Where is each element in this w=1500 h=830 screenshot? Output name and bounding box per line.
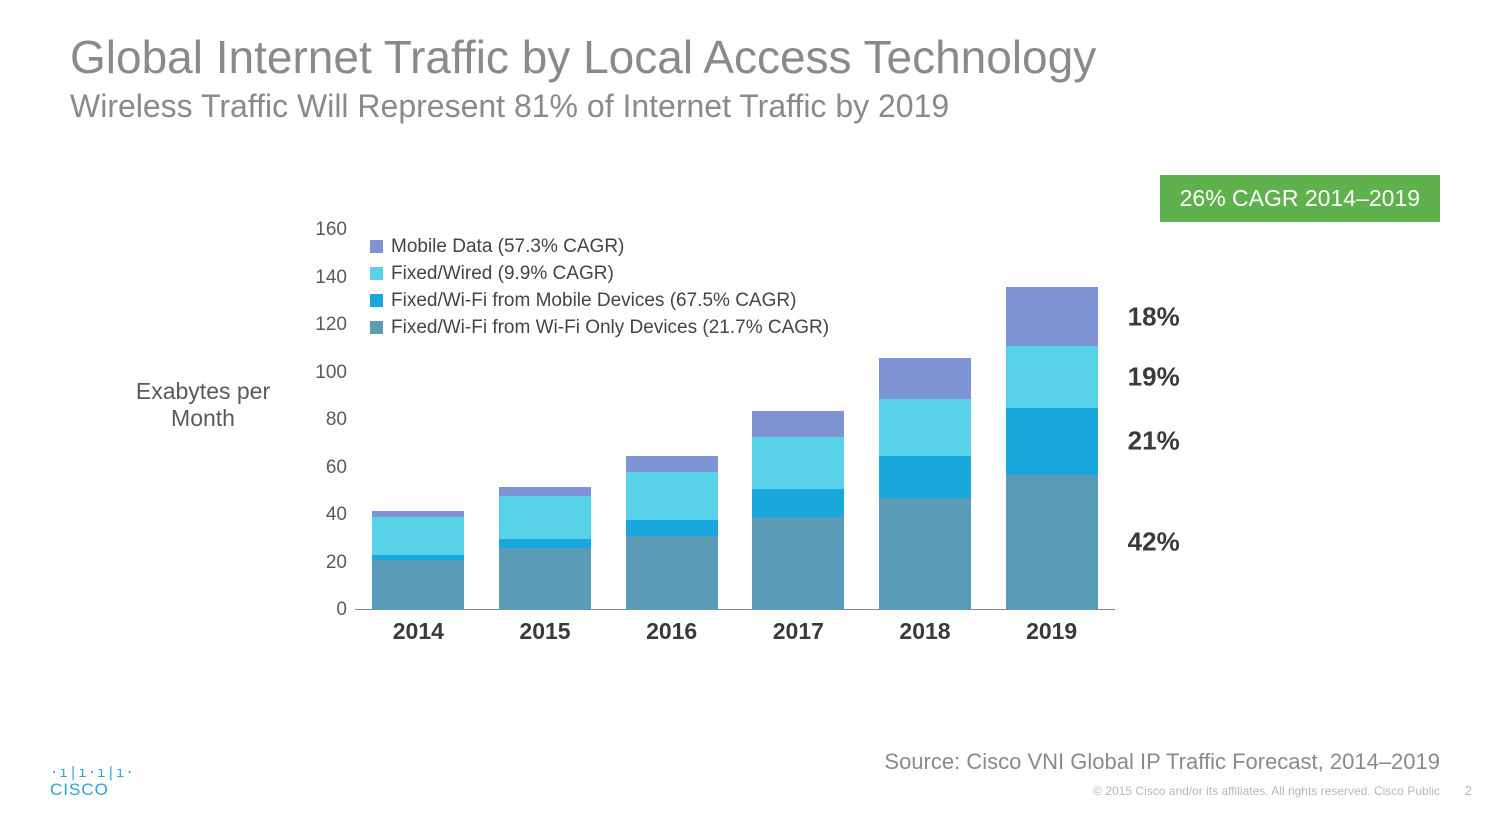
y-tick: 100	[307, 362, 347, 384]
legend-label: Fixed/Wi-Fi from Mobile Devices (67.5% C…	[391, 290, 796, 312]
bar-segment-wifi_mobile	[499, 539, 591, 549]
y-tick: 160	[307, 219, 347, 241]
bar-segment-mobile_data	[752, 411, 844, 437]
bar-segment-wifi_only	[626, 536, 718, 610]
x-tick: 2016	[622, 618, 722, 645]
y-axis-label: Exabytes per Month	[118, 378, 288, 432]
bar-segment-fixed_wired	[499, 496, 591, 539]
bar-segment-mobile_data	[1006, 287, 1098, 346]
bar-segment-fixed_wired	[752, 437, 844, 489]
legend-item: Fixed/Wired (9.9% CAGR)	[370, 260, 829, 287]
y-axis-label-line1: Exabytes per	[136, 378, 270, 404]
legend: Mobile Data (57.3% CAGR) Fixed/Wired (9.9…	[370, 233, 829, 341]
legend-swatch	[370, 321, 383, 334]
legend-swatch	[370, 240, 383, 253]
x-tick: 2017	[748, 618, 848, 645]
cisco-logo-bars-icon: ·ı|ı·ı|ı·	[50, 768, 135, 778]
legend-swatch	[370, 267, 383, 280]
y-tick: 0	[307, 599, 347, 621]
bar-segment-wifi_only	[499, 548, 591, 610]
cagr-badge: 26% CAGR 2014–2019	[1160, 175, 1440, 222]
bar-segment-wifi_mobile	[1006, 408, 1098, 475]
legend-item: Fixed/Wi-Fi from Wi-Fi Only Devices (21.…	[370, 314, 829, 341]
bar-segment-fixed_wired	[626, 472, 718, 520]
copyright-text: © 2015 Cisco and/or its affiliates. All …	[1093, 784, 1440, 798]
pct-label: 21%	[1128, 426, 1180, 457]
bar-segment-mobile_data	[626, 456, 718, 473]
bar-segment-wifi_only	[1006, 475, 1098, 610]
bar-segment-mobile_data	[499, 487, 591, 497]
source-text: Source: Cisco VNI Global IP Traffic Fore…	[884, 749, 1440, 775]
pct-label: 18%	[1128, 301, 1180, 332]
bar-segment-wifi_only	[879, 498, 971, 610]
bar-segment-fixed_wired	[372, 517, 464, 555]
chart: 0204060801001201401602014201520162017201…	[300, 230, 1100, 650]
y-tick: 80	[307, 409, 347, 431]
bar-segment-fixed_wired	[1006, 346, 1098, 408]
x-tick: 2019	[1002, 618, 1102, 645]
slide-title: Global Internet Traffic by Local Access …	[70, 30, 1096, 84]
pct-label: 42%	[1128, 527, 1180, 558]
legend-item: Fixed/Wi-Fi from Mobile Devices (67.5% C…	[370, 287, 829, 314]
legend-label: Fixed/Wired (9.9% CAGR)	[391, 263, 614, 285]
bar	[1006, 287, 1098, 610]
y-tick: 40	[307, 504, 347, 526]
bar	[372, 511, 464, 610]
cisco-logo: ·ı|ı·ı|ı· CISCO	[50, 768, 135, 800]
bar-segment-wifi_only	[752, 517, 844, 610]
y-axis-label-line2: Month	[171, 405, 235, 431]
pct-label: 19%	[1128, 362, 1180, 393]
x-tick: 2018	[875, 618, 975, 645]
bar-segment-fixed_wired	[879, 399, 971, 456]
bar	[879, 358, 971, 610]
bar	[752, 411, 844, 611]
cisco-logo-text: CISCO	[50, 780, 135, 800]
bar-segment-mobile_data	[879, 358, 971, 398]
legend-swatch	[370, 294, 383, 307]
y-tick: 60	[307, 457, 347, 479]
bar-segment-wifi_mobile	[879, 456, 971, 499]
legend-item: Mobile Data (57.3% CAGR)	[370, 233, 829, 260]
y-tick: 120	[307, 314, 347, 336]
bar-segment-wifi_mobile	[752, 489, 844, 518]
y-tick: 140	[307, 267, 347, 289]
legend-label: Mobile Data (57.3% CAGR)	[391, 236, 624, 258]
bar	[626, 456, 718, 610]
x-tick: 2015	[495, 618, 595, 645]
legend-label: Fixed/Wi-Fi from Wi-Fi Only Devices (21.…	[391, 317, 829, 339]
page-number: 2	[1465, 783, 1472, 798]
x-axis-line	[355, 609, 1115, 610]
slide-subtitle: Wireless Traffic Will Represent 81% of I…	[70, 88, 949, 125]
x-tick: 2014	[368, 618, 468, 645]
bar	[499, 487, 591, 611]
bar-segment-wifi_only	[372, 560, 464, 610]
bar-segment-wifi_mobile	[626, 520, 718, 537]
y-tick: 20	[307, 552, 347, 574]
